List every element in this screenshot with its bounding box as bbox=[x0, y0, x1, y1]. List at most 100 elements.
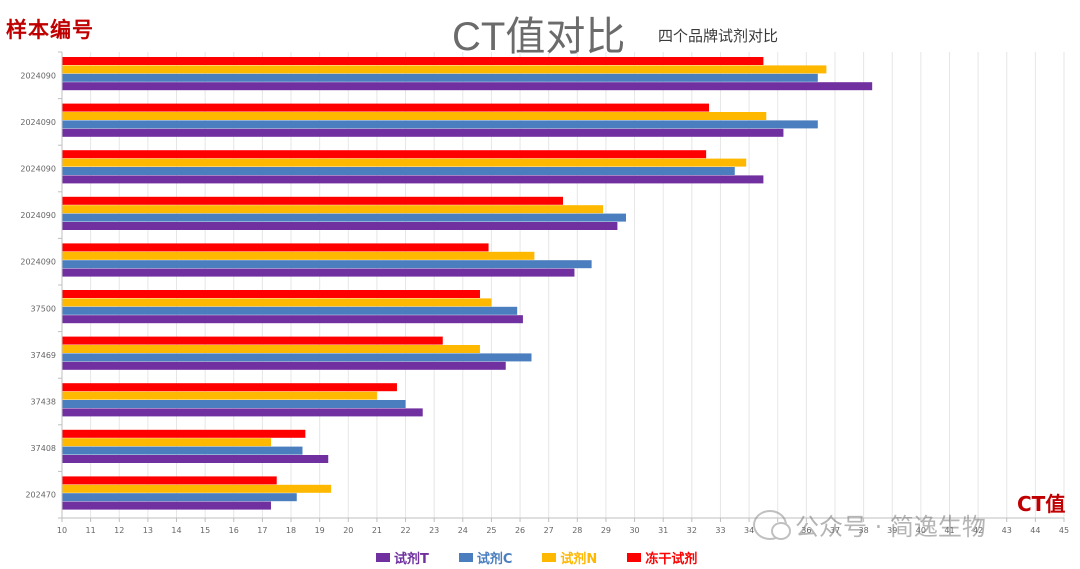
x-tick-label-17: 17 bbox=[257, 526, 267, 535]
bar-6-series-4 bbox=[62, 290, 480, 298]
x-tick-label-29: 29 bbox=[601, 526, 611, 535]
x-tick-label-45: 45 bbox=[1059, 526, 1069, 535]
legend-item-series-4[interactable]: 冻干试剂 bbox=[627, 548, 697, 567]
bar-3-series-1 bbox=[62, 175, 764, 184]
x-tick-label-28: 28 bbox=[572, 526, 582, 535]
bar-1-series-2 bbox=[62, 73, 818, 82]
bar-4-series-1 bbox=[62, 222, 618, 230]
bar-10-series-4 bbox=[62, 476, 277, 485]
bar-6-series-3 bbox=[62, 298, 492, 307]
bar-10-series-3 bbox=[62, 484, 332, 493]
x-tick-label-19: 19 bbox=[315, 526, 325, 535]
x-tick-label-21: 21 bbox=[372, 526, 382, 535]
x-tick-label-30: 30 bbox=[629, 526, 639, 535]
y-tick-label-4: 2024090 bbox=[20, 211, 56, 220]
bar-1-series-4 bbox=[62, 57, 764, 65]
bar-5-series-3 bbox=[62, 251, 535, 260]
y-tick-label-3: 2024090 bbox=[20, 165, 56, 174]
watermark-text: 公众号 · 简逸生物 bbox=[795, 513, 986, 541]
y-tick-label-8: 37438 bbox=[31, 398, 56, 407]
x-tick-label-26: 26 bbox=[515, 526, 525, 535]
bar-1-series-1 bbox=[62, 82, 873, 91]
y-tick-label-9: 37408 bbox=[31, 444, 56, 453]
watermark: 公众号 · 简逸生物 bbox=[753, 507, 986, 542]
bar-8-series-4 bbox=[62, 383, 397, 392]
bar-9-series-2 bbox=[62, 446, 303, 455]
chart-title: CT值对比 bbox=[452, 15, 626, 59]
bar-3-series-3 bbox=[62, 158, 747, 167]
legend: 试剂T 试剂C 试剂N 冻干试剂 bbox=[376, 548, 697, 567]
x-tick-label-18: 18 bbox=[286, 526, 296, 535]
x-tick-label-33: 33 bbox=[715, 526, 725, 535]
legend-swatch-series-3 bbox=[542, 553, 557, 562]
x-tick-label-40: 40 bbox=[916, 526, 926, 535]
x-tick-label-25: 25 bbox=[486, 526, 496, 535]
bar-8-series-1 bbox=[62, 408, 423, 417]
bar-7-series-4 bbox=[62, 336, 443, 345]
x-tick-label-14: 14 bbox=[171, 526, 181, 535]
y-tick-label-1: 2024090 bbox=[20, 71, 56, 80]
bar-2-series-3 bbox=[62, 112, 767, 120]
legend-swatch-series-1 bbox=[376, 553, 390, 562]
x-tick-label-43: 43 bbox=[1002, 526, 1012, 535]
x-tick-label-11: 11 bbox=[86, 526, 96, 535]
bar-1-series-3 bbox=[62, 65, 827, 74]
bar-5-series-2 bbox=[62, 260, 592, 269]
legend-label-series-1: 试剂T bbox=[394, 552, 429, 567]
bar-4-series-4 bbox=[62, 196, 563, 205]
x-tick-label-42: 42 bbox=[973, 526, 983, 535]
x-tick-label-10: 10 bbox=[57, 526, 67, 535]
bar-9-series-4 bbox=[62, 429, 306, 438]
x-tick-label-23: 23 bbox=[429, 526, 439, 535]
bar-5-series-1 bbox=[62, 268, 575, 277]
legend-swatch-series-4 bbox=[627, 553, 642, 562]
bar-7-series-1 bbox=[62, 361, 506, 370]
chart-subtitle: 四个品牌试剂对比 bbox=[658, 27, 779, 45]
bar-4-series-3 bbox=[62, 205, 604, 214]
x-axis-title: CT值 bbox=[1017, 492, 1066, 516]
x-tick-label-16: 16 bbox=[229, 526, 239, 535]
bar-2-series-2 bbox=[62, 120, 818, 129]
legend-label-series-3: 试剂N bbox=[560, 552, 598, 567]
legend-item-series-1[interactable]: 试剂T bbox=[376, 548, 429, 567]
bar-8-series-3 bbox=[62, 391, 377, 400]
wechat-icon bbox=[753, 509, 791, 540]
y-axis-title: 样本编号 bbox=[6, 18, 94, 42]
x-tick-label-39: 39 bbox=[887, 526, 897, 535]
x-tick-label-27: 27 bbox=[544, 526, 554, 535]
bar-9-series-3 bbox=[62, 438, 271, 447]
x-tick-label-36: 36 bbox=[801, 526, 811, 535]
legend-item-series-2[interactable]: 试剂C bbox=[458, 548, 513, 567]
legend-label-series-2: 试剂C bbox=[476, 552, 513, 567]
bar-9-series-1 bbox=[62, 455, 329, 463]
x-tick-label-22: 22 bbox=[400, 526, 410, 535]
x-tick-label-31: 31 bbox=[658, 526, 668, 535]
x-tick-label-38: 38 bbox=[859, 526, 869, 535]
bar-6-series-2 bbox=[62, 306, 518, 315]
bar-10-series-2 bbox=[62, 493, 297, 502]
bar-3-series-2 bbox=[62, 167, 735, 175]
legend-label-series-4: 冻干试剂 bbox=[645, 552, 698, 567]
x-tick-label-20: 20 bbox=[343, 526, 353, 535]
x-tick-label-13: 13 bbox=[143, 526, 153, 535]
x-tick-label-32: 32 bbox=[687, 526, 697, 535]
y-tick-label-6: 37500 bbox=[31, 304, 56, 313]
bar-2-series-4 bbox=[62, 103, 710, 112]
bar-5-series-4 bbox=[62, 243, 489, 252]
x-tick-label-37: 37 bbox=[830, 526, 840, 535]
y-tick-label-2: 2024090 bbox=[20, 118, 56, 127]
bar-7-series-2 bbox=[62, 353, 532, 362]
bar-4-series-2 bbox=[62, 213, 626, 222]
x-tick-label-15: 15 bbox=[200, 526, 210, 535]
y-tick-label-7: 37469 bbox=[31, 351, 56, 360]
x-tick-label-34: 34 bbox=[744, 526, 754, 535]
bar-3-series-4 bbox=[62, 150, 707, 159]
legend-swatch-series-2 bbox=[458, 553, 473, 562]
bar-8-series-2 bbox=[62, 400, 406, 408]
x-tick-label-44: 44 bbox=[1030, 526, 1040, 535]
bar-7-series-3 bbox=[62, 345, 480, 353]
x-tick-label-41: 41 bbox=[944, 526, 954, 535]
legend-item-series-3[interactable]: 试剂N bbox=[542, 548, 597, 567]
